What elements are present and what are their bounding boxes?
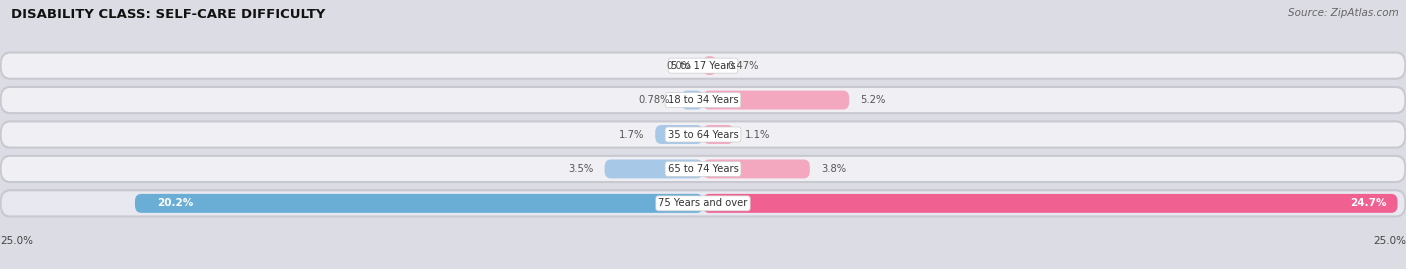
Text: 3.5%: 3.5% [568,164,593,174]
FancyBboxPatch shape [703,194,1398,213]
Text: 0.47%: 0.47% [727,61,759,71]
FancyBboxPatch shape [681,91,703,109]
FancyBboxPatch shape [0,189,1406,217]
FancyBboxPatch shape [1,88,1405,112]
Text: 25.0%: 25.0% [1374,236,1406,246]
Text: 75 Years and over: 75 Years and over [658,198,748,208]
Text: Source: ZipAtlas.com: Source: ZipAtlas.com [1288,8,1399,18]
Text: 24.7%: 24.7% [1350,198,1386,208]
Text: 20.2%: 20.2% [157,198,194,208]
FancyBboxPatch shape [0,52,1406,80]
Text: 0.78%: 0.78% [638,95,669,105]
Text: 25.0%: 25.0% [0,236,32,246]
FancyBboxPatch shape [703,160,810,178]
FancyBboxPatch shape [1,122,1405,147]
FancyBboxPatch shape [703,56,716,75]
Text: 5 to 17 Years: 5 to 17 Years [671,61,735,71]
Text: 0.0%: 0.0% [666,61,692,71]
Text: 35 to 64 Years: 35 to 64 Years [668,129,738,140]
FancyBboxPatch shape [0,155,1406,183]
Text: DISABILITY CLASS: SELF-CARE DIFFICULTY: DISABILITY CLASS: SELF-CARE DIFFICULTY [11,8,326,21]
Text: 5.2%: 5.2% [860,95,886,105]
FancyBboxPatch shape [655,125,703,144]
FancyBboxPatch shape [1,191,1405,215]
Text: 1.7%: 1.7% [619,129,644,140]
Text: 3.8%: 3.8% [821,164,846,174]
Text: 1.1%: 1.1% [745,129,770,140]
Text: 65 to 74 Years: 65 to 74 Years [668,164,738,174]
FancyBboxPatch shape [135,194,703,213]
FancyBboxPatch shape [0,121,1406,148]
Text: 18 to 34 Years: 18 to 34 Years [668,95,738,105]
FancyBboxPatch shape [703,91,849,109]
FancyBboxPatch shape [1,54,1405,78]
FancyBboxPatch shape [1,157,1405,181]
FancyBboxPatch shape [605,160,703,178]
FancyBboxPatch shape [703,125,734,144]
FancyBboxPatch shape [0,86,1406,114]
